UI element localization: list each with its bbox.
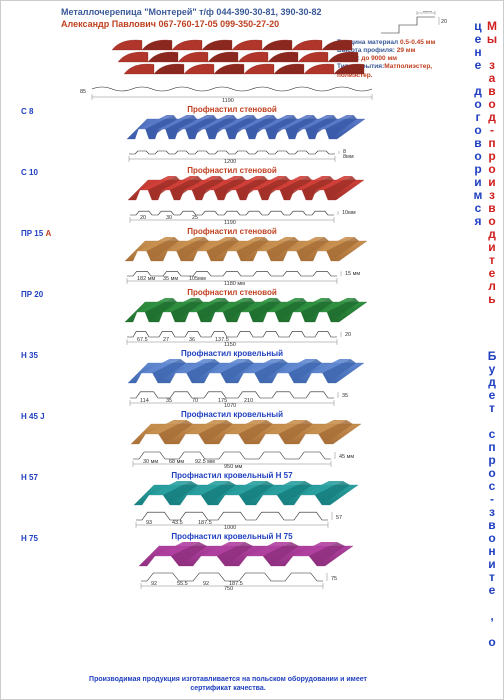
svg-text:45 мм: 45 мм bbox=[339, 454, 354, 460]
svg-text:25: 25 bbox=[192, 215, 198, 221]
profile-С8: Профнастил стеновойС 8 120088мм bbox=[9, 105, 455, 164]
step-diagram: 350 20 bbox=[379, 11, 449, 37]
profile-cross-section: 1070351143570175210 bbox=[62, 388, 402, 408]
profile-cross-section: 750759255.592187.5 bbox=[62, 571, 402, 591]
svg-text:70: 70 bbox=[192, 398, 198, 404]
profile-cross-section: 1000 57 93 43.5 187.5 bbox=[62, 510, 402, 530]
svg-text:68 мм: 68 мм bbox=[169, 459, 184, 465]
profile-3d-view bbox=[62, 481, 402, 509]
svg-text:35: 35 bbox=[166, 398, 172, 404]
profile-3d-view bbox=[62, 176, 402, 204]
profile-Н35: Профнастил кровельныйН 35107035114357017… bbox=[9, 349, 455, 408]
profile-ПР15: Профнастил стеновойПР 15 А 1180 мм 15 мм 18… bbox=[9, 227, 455, 286]
svg-text:210: 210 bbox=[244, 398, 253, 404]
profile-cross-section: 1190 10мм 20 30 25 bbox=[62, 205, 402, 225]
svg-text:187.5: 187.5 bbox=[198, 520, 212, 526]
svg-text:15 мм: 15 мм bbox=[345, 271, 360, 277]
profile-title: Профнастил кровельный Н 57 bbox=[9, 471, 455, 480]
profile-code: Н 57 bbox=[21, 473, 38, 482]
profile-title: Профнастил кровельный bbox=[9, 349, 455, 358]
svg-text:20: 20 bbox=[441, 19, 447, 25]
svg-text:20: 20 bbox=[140, 215, 146, 221]
svg-text:187.5: 187.5 bbox=[229, 581, 243, 587]
profile-title: Профнастил стеновой bbox=[9, 166, 455, 175]
svg-text:105мм: 105мм bbox=[189, 276, 206, 282]
profile-3d-view bbox=[62, 359, 402, 387]
profile-code: Н 75 bbox=[21, 534, 38, 543]
profile-title: Профнастил кровельный Н 75 bbox=[9, 532, 455, 541]
svg-text:1190: 1190 bbox=[224, 220, 236, 225]
svg-text:30 мм: 30 мм bbox=[143, 459, 158, 465]
svg-text:1000: 1000 bbox=[224, 525, 236, 530]
svg-text:75: 75 bbox=[331, 576, 337, 582]
svg-text:43.5: 43.5 bbox=[172, 520, 183, 526]
svg-text:950 мм: 950 мм bbox=[224, 464, 242, 469]
vertical-slogan: Мы завод-производитель Будет спрос-звони… bbox=[471, 19, 499, 679]
svg-text:350: 350 bbox=[423, 11, 432, 14]
profile-code: ПР 20 bbox=[21, 290, 43, 299]
catalog-page: Металлочерепица "Монтерей" т/ф 044-390-3… bbox=[0, 0, 504, 700]
svg-text:10мм: 10мм bbox=[342, 210, 356, 216]
profile-cross-section: 11502067.52736137.5 bbox=[62, 327, 402, 347]
svg-text:85: 85 bbox=[80, 89, 86, 95]
profile-cross-section: 950 мм 45 мм 30 мм 68 мм 92.5 мм bbox=[62, 449, 402, 469]
profile-3d-view bbox=[62, 420, 402, 448]
profile-cross-section: 1180 мм 15 мм 182 мм 35 мм 105мм bbox=[62, 266, 402, 286]
svg-text:57: 57 bbox=[336, 515, 342, 521]
svg-text:92: 92 bbox=[151, 581, 157, 587]
svg-text:36: 36 bbox=[189, 337, 195, 343]
profile-3d-view bbox=[62, 237, 402, 265]
svg-text:35: 35 bbox=[342, 393, 348, 399]
svg-text:175: 175 bbox=[218, 398, 227, 404]
svg-text:92: 92 bbox=[203, 581, 209, 587]
tile-profile: 1190 85 bbox=[9, 34, 455, 103]
profile-Н75: Профнастил кровельный Н 75Н 75750759255.… bbox=[9, 532, 455, 591]
svg-text:8мм: 8мм bbox=[343, 154, 354, 160]
tile-cross: 1190 85 bbox=[62, 83, 402, 103]
profile-title: Профнастил кровельный bbox=[9, 410, 455, 419]
svg-text:1190: 1190 bbox=[222, 98, 234, 103]
profile-code: Н 35 bbox=[21, 351, 38, 360]
profile-cross-section: 120088мм bbox=[62, 144, 402, 164]
svg-text:1180 мм: 1180 мм bbox=[224, 281, 245, 286]
svg-text:137.5: 137.5 bbox=[215, 337, 229, 343]
svg-text:93: 93 bbox=[146, 520, 152, 526]
svg-text:182 мм: 182 мм bbox=[137, 276, 155, 282]
svg-text:20: 20 bbox=[345, 332, 351, 338]
profile-code: С 10 bbox=[21, 168, 38, 177]
svg-text:92.5 мм: 92.5 мм bbox=[195, 459, 215, 465]
svg-text:30: 30 bbox=[166, 215, 172, 221]
svg-text:55.5: 55.5 bbox=[177, 581, 188, 587]
svg-text:67.5: 67.5 bbox=[137, 337, 148, 343]
profile-3d-view bbox=[62, 542, 402, 570]
profile-code: Н 45 J bbox=[21, 412, 45, 421]
svg-text:27: 27 bbox=[163, 337, 169, 343]
profiles-container: 1190 85 Профнастил стеновойС 8120088ммПр… bbox=[1, 34, 503, 591]
profile-code: С 8 bbox=[21, 107, 33, 116]
profile-title: Профнастил стеновой bbox=[9, 105, 455, 114]
profile-Н57: Профнастил кровельный Н 57Н 57 1000 57 93 43… bbox=[9, 471, 455, 530]
profile-3d-view bbox=[62, 298, 402, 326]
profile-code: ПР 15 А bbox=[21, 229, 51, 238]
footer-note: Производимая продукция изготавливается н… bbox=[1, 676, 455, 693]
svg-text:114: 114 bbox=[140, 398, 149, 404]
svg-text:1200: 1200 bbox=[224, 159, 236, 164]
profile-3d-view bbox=[62, 115, 402, 143]
svg-text:35 мм: 35 мм bbox=[163, 276, 178, 282]
profile-title: Профнастил стеновой bbox=[9, 227, 455, 236]
profile-ПР20: Профнастил стеновойПР 2011502067.5273613… bbox=[9, 288, 455, 347]
profile-Н45J: Профнастил кровельныйН 45 J 950 мм 45 мм 30… bbox=[9, 410, 455, 469]
profile-title: Профнастил стеновой bbox=[9, 288, 455, 297]
profile-С10: Профнастил стеновойС 10 1190 10мм 20 30 25 bbox=[9, 166, 455, 225]
